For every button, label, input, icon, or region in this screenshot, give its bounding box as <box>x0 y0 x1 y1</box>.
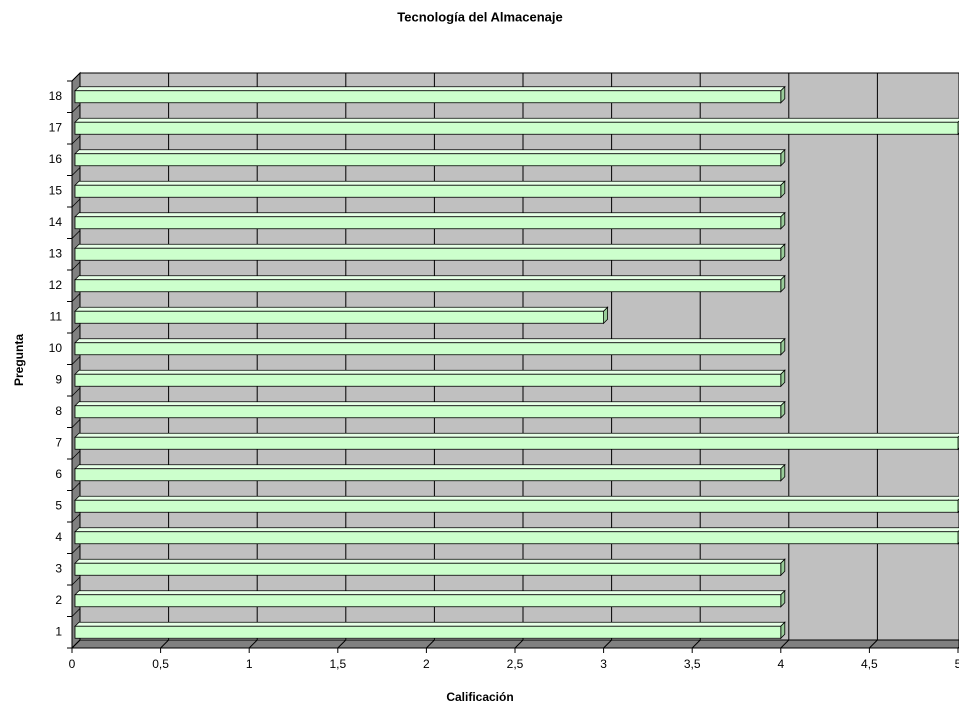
bar-top <box>74 275 786 281</box>
bar <box>74 468 782 482</box>
bar <box>74 373 782 387</box>
bar-top <box>74 243 786 249</box>
grid-line <box>337 639 347 649</box>
side-grid <box>71 72 81 82</box>
y-tick-label: 9 <box>55 372 62 386</box>
y-tick-label: 18 <box>49 89 63 103</box>
bar-top <box>74 212 786 218</box>
bar <box>74 184 782 198</box>
y-tick-label: 13 <box>49 246 63 260</box>
chart-title: Tecnología del Almacenaje <box>397 9 562 24</box>
side-grid <box>71 293 81 302</box>
y-axis-title: Pregunta <box>12 334 26 386</box>
y-tick-label: 6 <box>55 467 62 481</box>
side-grid <box>71 167 81 176</box>
bar <box>74 310 604 324</box>
bar-top <box>74 86 786 92</box>
grid-line <box>691 639 701 649</box>
side-grid <box>71 356 81 365</box>
y-tick-label: 3 <box>55 561 62 575</box>
bar-top <box>74 495 959 501</box>
bar-top <box>74 432 959 438</box>
y-tick-label: 8 <box>55 404 62 418</box>
y-tick-label: 11 <box>50 309 63 323</box>
bar <box>74 405 782 419</box>
bar-top <box>74 590 786 596</box>
side-grid <box>71 261 81 271</box>
y-tick-label: 15 <box>49 183 63 197</box>
bar-top <box>74 621 786 627</box>
side-grid <box>71 198 81 208</box>
y-tick-label: 17 <box>49 120 63 134</box>
bar <box>74 499 959 513</box>
x-tick-label: 2 <box>423 657 430 671</box>
side-grid <box>71 419 81 428</box>
bar <box>74 90 782 104</box>
bar-top <box>74 117 959 123</box>
y-tick-label: 16 <box>49 152 63 166</box>
x-tick-label: 0,5 <box>152 657 169 671</box>
x-tick-label: 4,5 <box>861 657 878 671</box>
x-tick-label: 0 <box>69 657 76 671</box>
x-tick-label: 3 <box>600 657 607 671</box>
bar <box>74 594 782 608</box>
side-grid <box>71 513 81 523</box>
bar <box>74 121 959 135</box>
y-tick-label: 10 <box>49 341 63 355</box>
side-grid <box>71 482 81 491</box>
y-tick-label: 14 <box>49 215 63 229</box>
grid-line <box>869 639 878 649</box>
bar <box>74 436 959 450</box>
bar-top <box>74 306 609 312</box>
side-grid <box>71 576 81 586</box>
side-grid <box>71 608 81 617</box>
bar <box>74 153 782 167</box>
x-tick-label: 1 <box>246 657 253 671</box>
bar <box>74 562 782 576</box>
y-tick-label: 7 <box>55 435 62 449</box>
y-tick-label: 5 <box>55 498 62 512</box>
bar <box>74 342 782 356</box>
bar-top <box>74 527 959 533</box>
grid-line <box>780 639 790 649</box>
x-axis-title: Calificación <box>446 690 513 704</box>
x-tick-label: 2,5 <box>507 657 524 671</box>
y-tick-label: 4 <box>55 530 62 544</box>
grid-line <box>248 639 258 649</box>
grid-line <box>603 639 612 649</box>
bar-top <box>74 149 786 155</box>
bar-top <box>74 338 786 344</box>
bar-top <box>74 401 786 407</box>
bar-top <box>74 558 786 564</box>
side-grid <box>71 324 81 334</box>
side-grid <box>71 230 81 239</box>
bar <box>74 625 782 639</box>
side-grid <box>71 545 81 554</box>
grid-line <box>514 639 524 649</box>
side-grid <box>71 104 81 113</box>
y-tick-label: 1 <box>55 624 62 638</box>
bar <box>74 247 782 261</box>
x-tick-label: 4 <box>777 657 784 671</box>
x-tick-label: 1,5 <box>329 657 346 671</box>
bar-top <box>74 180 786 186</box>
side-grid <box>71 450 81 460</box>
side-grid <box>71 639 81 649</box>
y-tick-label: 12 <box>49 278 63 292</box>
x-tick-label: 3,5 <box>684 657 701 671</box>
bar-top <box>74 369 786 375</box>
x-tick-label: 5 <box>955 657 959 671</box>
side-grid <box>71 135 81 145</box>
bar <box>74 531 959 545</box>
bar <box>74 279 782 293</box>
bar <box>74 216 782 230</box>
bar-top <box>74 464 786 470</box>
y-tick-label: 2 <box>55 593 62 607</box>
grid-line <box>426 639 435 649</box>
grid-line <box>160 639 169 649</box>
side-grid <box>71 387 81 397</box>
